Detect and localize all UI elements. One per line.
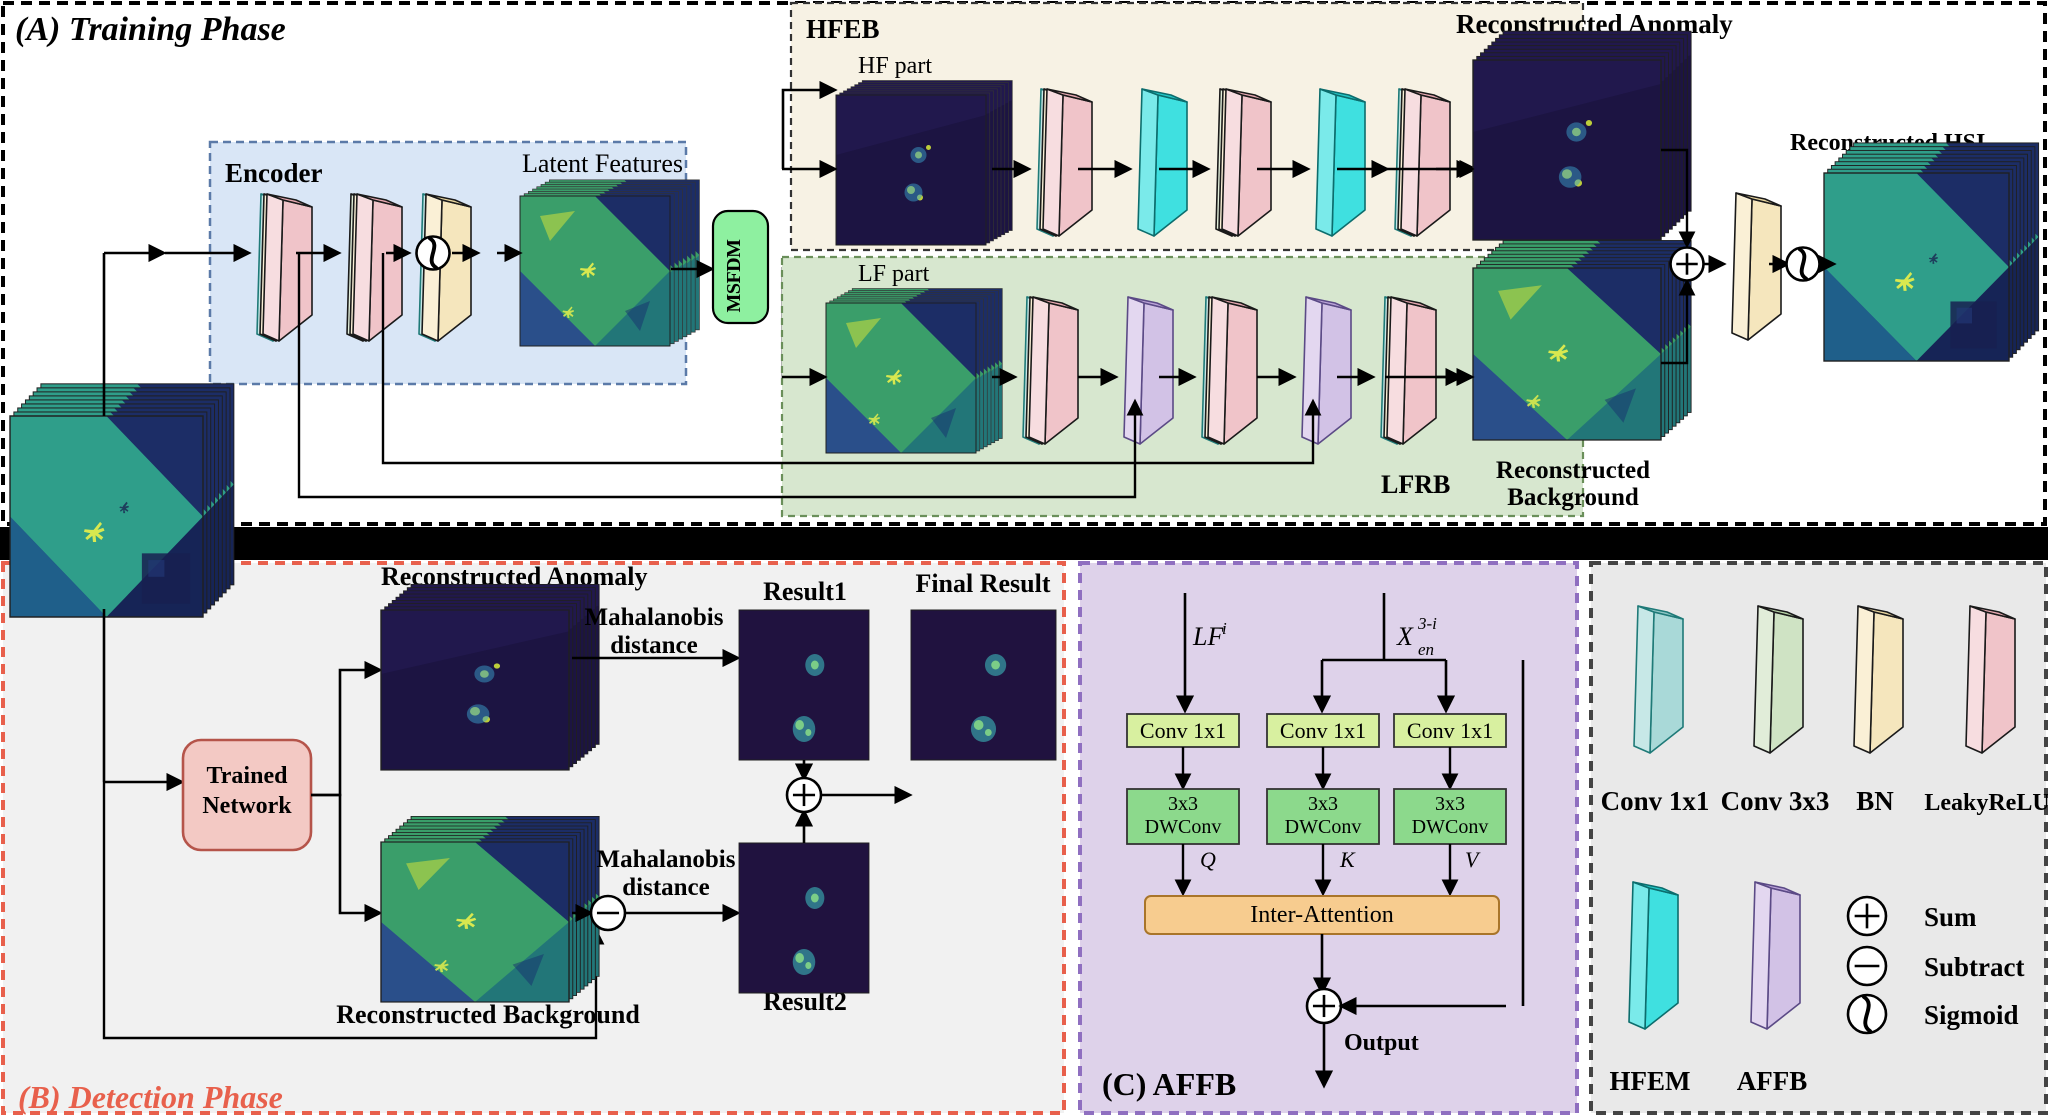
svg-text:Conv 1x1: Conv 1x1: [1280, 718, 1366, 743]
svg-text:HF part: HF part: [858, 53, 932, 79]
svg-text:Output: Output: [1344, 1030, 1419, 1056]
svg-text:(C) AFFB: (C) AFFB: [1102, 1066, 1236, 1102]
svg-text:Conv 3x3: Conv 3x3: [1721, 786, 1830, 816]
svg-text:Reconstructed Background: Reconstructed Background: [336, 1000, 640, 1029]
svg-text:Reconstructed: Reconstructed: [1496, 457, 1650, 484]
svg-text:i: i: [1222, 619, 1227, 638]
svg-text:Conv 1x1: Conv 1x1: [1601, 786, 1710, 816]
svg-text:Sum: Sum: [1924, 902, 1977, 932]
svg-text:HFEM: HFEM: [1610, 1066, 1691, 1096]
svg-text:Mahalanobis: Mahalanobis: [597, 846, 736, 873]
svg-text:X: X: [1396, 622, 1414, 651]
svg-text:(A) Training Phase: (A) Training Phase: [15, 11, 286, 48]
svg-text:3-i: 3-i: [1417, 614, 1437, 633]
svg-text:K: K: [1339, 847, 1356, 872]
svg-text:Latent Features: Latent Features: [522, 149, 683, 178]
svg-text:3x3: 3x3: [1168, 793, 1198, 815]
svg-text:LeakyReLU: LeakyReLU: [1924, 790, 2048, 816]
svg-text:Result1: Result1: [763, 577, 847, 606]
svg-text:Q: Q: [1200, 847, 1216, 872]
svg-text:Network: Network: [202, 793, 292, 819]
svg-text:distance: distance: [610, 632, 698, 659]
svg-text:Subtract: Subtract: [1924, 952, 2025, 982]
svg-text:LF part: LF part: [858, 261, 930, 287]
svg-text:DWConv: DWConv: [1412, 816, 1489, 838]
svg-text:en: en: [1418, 640, 1434, 659]
svg-text:DWConv: DWConv: [1145, 816, 1222, 838]
svg-text:DWConv: DWConv: [1285, 816, 1362, 838]
svg-text:Sigmoid: Sigmoid: [1924, 1000, 2019, 1030]
svg-text:LFRB: LFRB: [1381, 470, 1450, 499]
svg-text:AFFB: AFFB: [1737, 1066, 1808, 1096]
svg-text:distance: distance: [622, 874, 710, 901]
svg-text:3x3: 3x3: [1308, 793, 1338, 815]
svg-text:Conv 1x1: Conv 1x1: [1140, 718, 1226, 743]
svg-text:HFEB: HFEB: [806, 14, 880, 44]
svg-text:MSFDM: MSFDM: [723, 239, 745, 313]
svg-text:Mahalanobis: Mahalanobis: [585, 604, 724, 631]
svg-text:Final Result: Final Result: [915, 569, 1050, 598]
svg-text:Encoder: Encoder: [225, 158, 323, 188]
svg-text:BN: BN: [1856, 786, 1894, 816]
svg-text:(B) Detection Phase: (B) Detection Phase: [18, 1079, 283, 1115]
svg-text:3x3: 3x3: [1435, 793, 1465, 815]
svg-text:Trained: Trained: [207, 763, 289, 789]
svg-text:LF: LF: [1192, 622, 1224, 651]
svg-text:Conv 1x1: Conv 1x1: [1407, 718, 1493, 743]
svg-text:Background: Background: [1507, 484, 1639, 511]
svg-text:Inter-Attention: Inter-Attention: [1250, 902, 1393, 928]
